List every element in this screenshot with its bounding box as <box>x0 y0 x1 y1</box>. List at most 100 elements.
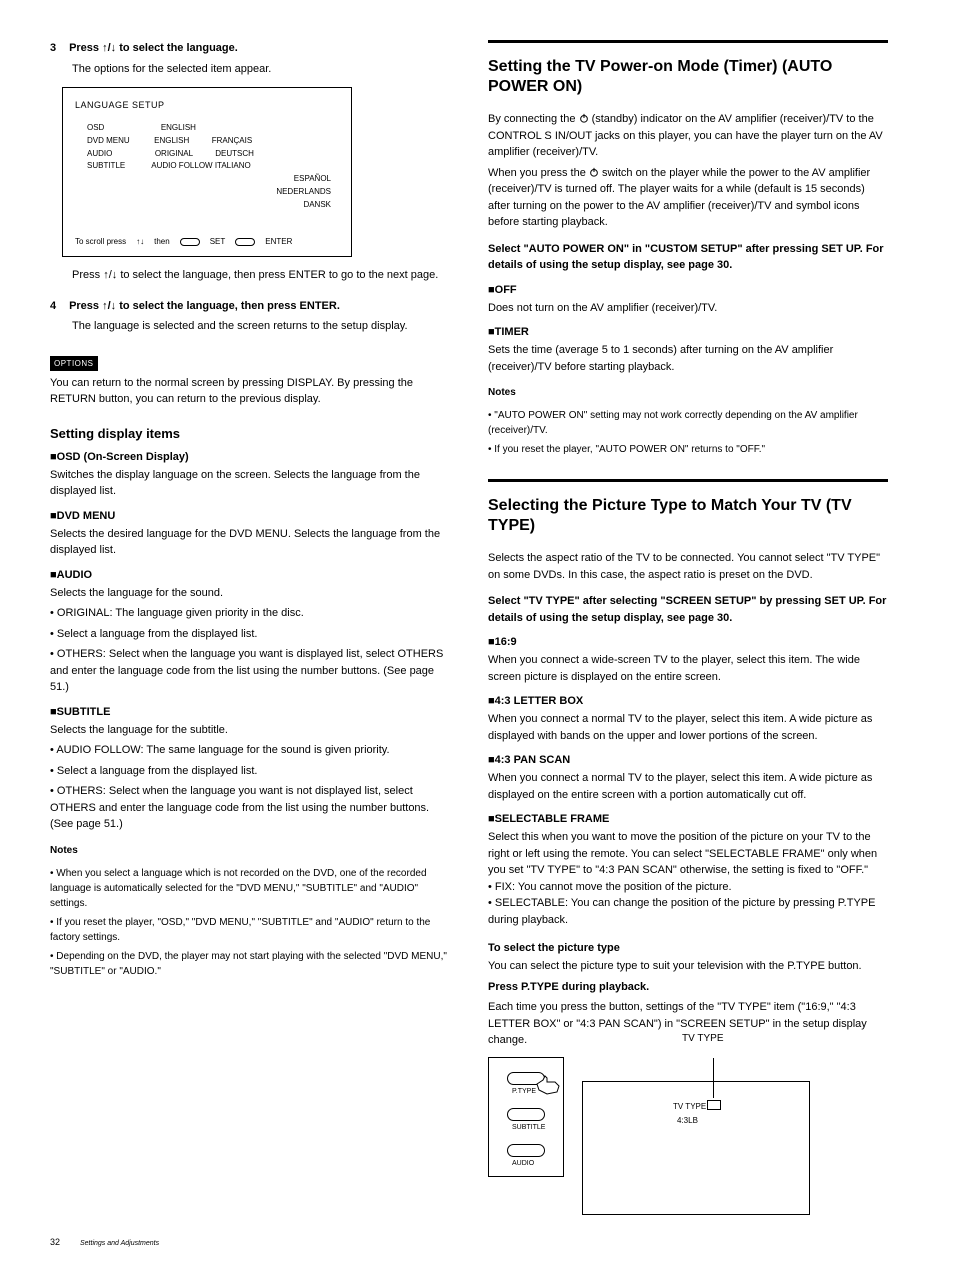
step-4-number: 4 <box>50 298 66 315</box>
step-3-text-a: Press <box>69 42 102 54</box>
display-label: TV TYPE <box>682 1033 724 1044</box>
off-title: ■OFF <box>488 284 888 296</box>
sf-title: ■SELECTABLE FRAME <box>488 813 888 825</box>
notes-title-r1: Notes <box>488 387 888 398</box>
audio-i0-body: : The language given priority in the dis… <box>110 607 304 619</box>
menu-footer-set: SET <box>210 237 226 246</box>
step-3-number: 3 <box>50 40 66 57</box>
timer-title: ■TIMER <box>488 326 888 338</box>
menu-label-dvdmenu: DVD MENU <box>87 136 130 145</box>
ptype-figure: P.TYPE SUBTITLE AUDIO TV TYPE TV TYPE <box>488 1057 888 1215</box>
subtitle-body: Selects the language for the subtitle. <box>50 722 450 739</box>
s43lb-body: When you connect a normal TV to the play… <box>488 711 888 744</box>
display-wrap: TV TYPE TV TYPE 4:3LB <box>582 1057 810 1215</box>
audio-item-1: • Select a language from the displayed l… <box>50 626 450 643</box>
audio-i0-label: ORIGINAL <box>57 607 110 619</box>
left-note-2-t: Depending on the DVD, the player may not… <box>50 951 447 977</box>
footer-text: Settings and Adjustments <box>80 1240 159 1247</box>
remote-btn-audio-label: AUDIO <box>512 1160 534 1167</box>
menu-extra-5r: DANSK <box>87 199 339 212</box>
options-body: You can return to the normal screen by p… <box>50 375 450 408</box>
small-rect-icon <box>707 1100 721 1110</box>
left-note-0: • When you select a language which is no… <box>50 866 450 911</box>
menu-value-subtitle: AUDIO FOLLOW <box>151 161 212 170</box>
options-block: OPTIONS You can return to the normal scr… <box>50 353 450 408</box>
menu-label-audio: AUDIO <box>87 149 112 158</box>
dvdmenu-body: Selects the desired language for the DVD… <box>50 526 450 559</box>
s169-title: ■16:9 <box>488 636 888 648</box>
section-2-body: Selects the aspect ratio of the TV to be… <box>488 550 888 583</box>
step-3b-b: to select the language, then press ENTER… <box>120 269 438 281</box>
remote-btn-audio <box>507 1144 545 1157</box>
remote-btn-subtitle <box>507 1108 545 1121</box>
audio-title: ■AUDIO <box>50 569 450 581</box>
notes-title-left: Notes <box>50 845 450 856</box>
menu-row-osd: OSD ENGLISH <box>87 122 339 135</box>
ptype-body: You can select the picture type to suit … <box>488 958 888 975</box>
pill-icon-1 <box>180 238 200 246</box>
step-3-text-b: to select the language. <box>119 42 238 54</box>
menu-label-osd: OSD <box>87 123 104 132</box>
menu-footer: To scroll press ↑↓ then SET ENTER <box>75 237 339 246</box>
menu-value-dvdmenu: ENGLISH <box>154 136 189 145</box>
two-columns: 3 Press ↑/↓ to select the language. The … <box>50 40 904 1215</box>
arrows-icon-3: ↑/↓ <box>102 300 116 312</box>
sub-i0-body: : The same language for the sound is giv… <box>140 744 389 756</box>
osd-title: ■OSD (On-Screen Display) <box>50 451 450 463</box>
menu-label-subtitle: SUBTITLE <box>87 161 125 170</box>
step-4-note: The language is selected and the screen … <box>72 318 450 335</box>
left-note-0-t: When you select a language which is not … <box>50 868 427 909</box>
display-diagram: TV TYPE 4:3LB <box>582 1081 810 1215</box>
left-column: 3 Press ↑/↓ to select the language. The … <box>50 40 450 1215</box>
step-4-b: to select the language, then press ENTER… <box>119 300 340 312</box>
menu-extra-3: ESPAÑOL <box>294 174 331 183</box>
audio-item-2: • OTHERS: Select when the language you w… <box>50 646 450 696</box>
s1b-2: When you press the <box>488 167 589 179</box>
power-icon-2 <box>589 167 599 177</box>
menu-extra-4r: NEDERLANDS <box>87 186 339 199</box>
display-pointer-line <box>713 1058 714 1098</box>
remote-diagram: P.TYPE SUBTITLE AUDIO <box>488 1057 564 1177</box>
sub-i1-label: Select a language from the displayed lis… <box>57 765 258 777</box>
s43lb-title: ■4:3 LETTER BOX <box>488 695 888 707</box>
menu-row-dvdmenu: DVD MENU ENGLISH FRANÇAIS <box>87 135 339 148</box>
menu-footer-left: To scroll press <box>75 237 126 246</box>
left-note-1: • If you reset the player, "OSD," "DVD M… <box>50 915 450 945</box>
timer-body: Sets the time (average 5 to 1 seconds) a… <box>488 342 888 375</box>
sub-item-2: • OTHERS: Select when the language you w… <box>50 783 450 833</box>
power-icon <box>579 113 589 123</box>
ptype-step: Press P.TYPE during playback. <box>488 979 888 996</box>
menu-row-subtitle: SUBTITLE AUDIO FOLLOW ITALIANO <box>87 160 339 173</box>
arrows-icon-2: ↑/↓ <box>103 269 117 281</box>
menu-extra-3r: ESPAÑOL <box>87 173 339 186</box>
menu-value-audio: ORIGINAL <box>155 149 193 158</box>
sub-i0-label: AUDIO FOLLOW <box>56 744 140 756</box>
menu-extra-5: DANSK <box>303 200 331 209</box>
left-note-1-t: If you reset the player, "OSD," "DVD MEN… <box>50 917 430 943</box>
audio-i2-body: : Select when the language you want is d… <box>50 648 443 693</box>
step-4-a: Press <box>69 300 102 312</box>
section-1-rule <box>488 40 888 43</box>
menu-value-osd: ENGLISH <box>161 123 196 132</box>
ptype-title: To select the picture type <box>488 942 888 954</box>
right-column: Setting the TV Power-on Mode (Timer) (AU… <box>488 40 888 1215</box>
s43ps-title: ■4:3 PAN SCAN <box>488 754 888 766</box>
r1-note-0: • "AUTO POWER ON" setting may not work c… <box>488 408 888 438</box>
sub-item-1: • Select a language from the displayed l… <box>50 763 450 780</box>
display-sub: 4:3LB <box>677 1116 698 1125</box>
section-1-sel: Select "AUTO POWER ON" in "CUSTOM SETUP"… <box>488 241 888 274</box>
sf-body: Select this when you want to move the po… <box>488 829 888 928</box>
arrows-icon: ↑/↓ <box>102 42 116 54</box>
section-1-body-2: When you press the switch on the player … <box>488 165 888 231</box>
osd-body: Switches the display language on the scr… <box>50 467 450 500</box>
menu-title: LANGUAGE SETUP <box>75 100 165 110</box>
audio-body: Selects the language for the sound. <box>50 585 450 602</box>
menu-extra-1: DEUTSCH <box>215 149 254 158</box>
language-setup-menu: LANGUAGE SETUP OSD ENGLISH DVD MENU ENGL… <box>62 87 352 257</box>
sub-i2-body: : Select when the language you want is n… <box>50 785 429 830</box>
hand-icon <box>533 1072 563 1098</box>
menu-extra-4: NEDERLANDS <box>276 187 331 196</box>
menu-extra-2: ITALIANO <box>215 161 251 170</box>
menu-footer-enter: ENTER <box>265 237 292 246</box>
section-2-title: Selecting the Picture Type to Match Your… <box>488 496 888 536</box>
